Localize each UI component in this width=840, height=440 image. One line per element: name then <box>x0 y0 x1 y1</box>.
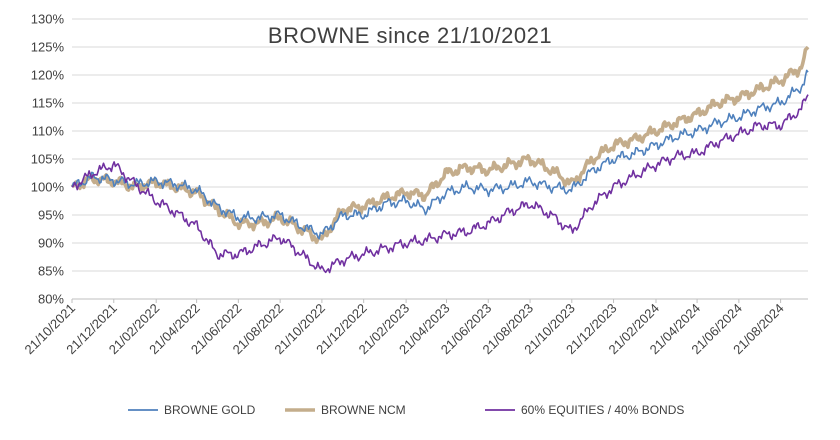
series-line <box>71 69 809 240</box>
series-line <box>71 94 809 274</box>
y-tick-label: 115% <box>32 96 65 111</box>
y-tick-label: 80% <box>38 292 64 307</box>
y-tick-label: 130% <box>31 12 65 27</box>
legend-label: BROWNE NCM <box>321 403 406 417</box>
y-tick-label: 85% <box>38 264 64 279</box>
y-axis-ticks: 80% 85% 90% 95% 100% 105% 110% 115% 120% 125% 130% <box>31 12 65 307</box>
y-tick-label: 95% <box>38 208 64 223</box>
y-tick-label: 105% <box>31 152 65 167</box>
x-axis-ticks: 21/10/202121/12/202121/02/202221/04/2022… <box>21 299 787 357</box>
legend-label: 60% EQUITIES / 40% BONDS <box>521 403 684 417</box>
series-lines <box>70 45 810 274</box>
legend-label: BROWNE GOLD <box>164 403 256 417</box>
y-tick-label: 125% <box>31 40 65 55</box>
y-tick-label: 120% <box>31 68 65 83</box>
legend: BROWNE GOLD BROWNE NCM 60% EQUITIES / 40% … <box>128 403 684 417</box>
y-tick-label: 90% <box>38 236 64 251</box>
series-line <box>70 45 810 245</box>
y-tick-label: 110% <box>32 124 65 139</box>
chart-title: BROWNE since 21/10/2021 <box>268 23 552 48</box>
gridlines <box>72 18 808 300</box>
y-tick-label: 100% <box>31 180 65 195</box>
